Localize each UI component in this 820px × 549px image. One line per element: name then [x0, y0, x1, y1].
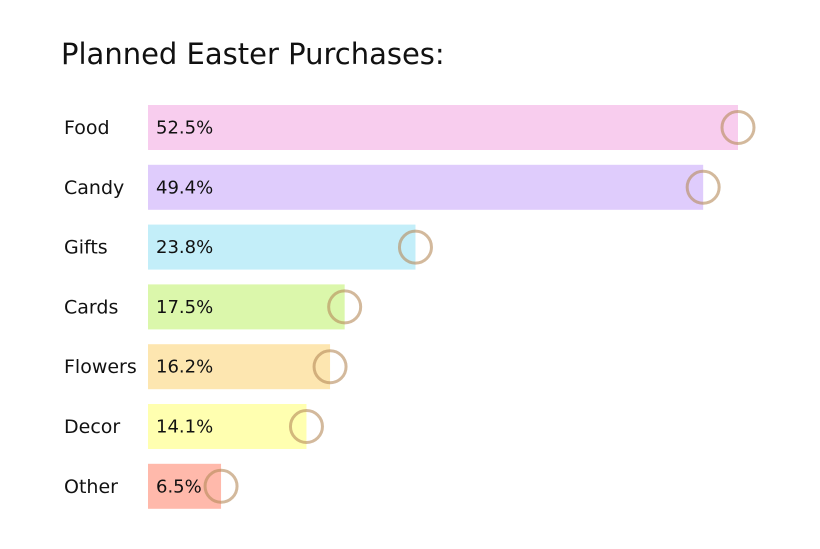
value-label: 16.2% [156, 357, 213, 378]
bar [148, 224, 416, 270]
value-label: 52.5% [156, 118, 213, 139]
category-label: Other [64, 476, 118, 498]
icon [720, 110, 756, 145]
icon [397, 229, 433, 265]
category-label: Flowers [64, 356, 137, 378]
bar [148, 344, 331, 390]
icon [288, 409, 324, 444]
bar [148, 284, 345, 330]
chart-title: Planned Easter Purchases: [61, 37, 445, 71]
icon [327, 289, 363, 325]
category-label: Candy [64, 177, 124, 199]
icon [203, 468, 239, 504]
value-label: 17.5% [156, 297, 213, 318]
value-label: 49.4% [156, 177, 213, 198]
bar [148, 105, 738, 150]
category-label: Cards [64, 296, 118, 318]
value-label: 14.1% [156, 417, 213, 438]
category-label: Food [64, 117, 110, 139]
icon [312, 349, 348, 385]
bar [148, 404, 307, 449]
value-label: 6.5% [156, 476, 202, 497]
bar [148, 164, 704, 210]
value-label: 23.8% [156, 237, 213, 258]
icon [685, 169, 721, 205]
category-label: Decor [64, 416, 120, 438]
bar [148, 463, 222, 509]
category-label: Gifts [64, 237, 108, 259]
